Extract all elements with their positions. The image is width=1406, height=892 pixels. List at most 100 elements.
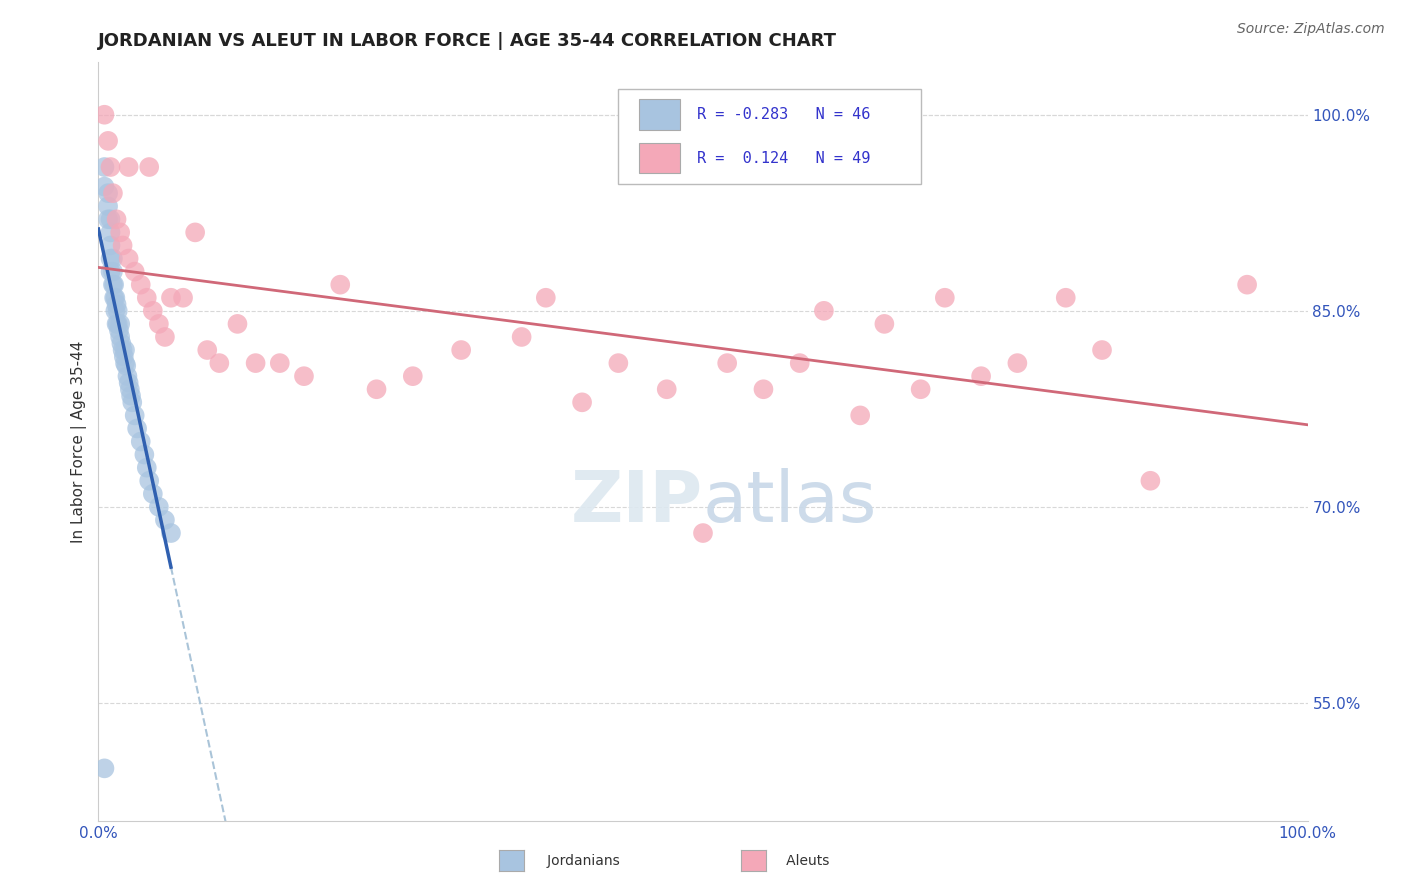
Point [105, 297, 128, 311]
Point [114, 343, 136, 357]
Point [135, 291, 157, 305]
Point [112, 350, 135, 364]
Point [910, 382, 932, 396]
Point [1236, 277, 1258, 292]
Point [329, 277, 352, 292]
Text: R =  0.124   N = 49: R = 0.124 N = 49 [697, 151, 870, 166]
Point [245, 356, 267, 370]
Point [160, 526, 183, 541]
Text: ZIP: ZIP [571, 467, 703, 537]
Point [148, 500, 170, 514]
Point [138, 160, 160, 174]
Point [148, 317, 170, 331]
Point [93, 179, 115, 194]
Point [172, 291, 194, 305]
Point [124, 264, 146, 278]
Point [124, 409, 146, 423]
Point [366, 382, 388, 396]
Point [789, 356, 811, 370]
Point [115, 359, 138, 373]
Point [1139, 474, 1161, 488]
Point [104, 291, 127, 305]
Point [1091, 343, 1114, 357]
Point [934, 291, 956, 305]
Point [752, 382, 775, 396]
Point [97, 212, 120, 227]
Point [100, 212, 122, 227]
Point [813, 303, 835, 318]
Point [101, 277, 124, 292]
Point [970, 369, 993, 384]
Point [108, 317, 131, 331]
Point [118, 376, 141, 390]
Point [97, 186, 120, 201]
Point [129, 277, 152, 292]
Point [142, 303, 165, 318]
Point [142, 487, 165, 501]
Y-axis label: In Labor Force | Age 35-44: In Labor Force | Age 35-44 [72, 341, 87, 542]
Point [100, 264, 122, 278]
Point [118, 160, 141, 174]
Point [208, 356, 231, 370]
Point [129, 434, 152, 449]
Point [117, 369, 139, 384]
Point [104, 303, 127, 318]
Point [107, 303, 129, 318]
Point [716, 356, 738, 370]
Point [226, 317, 249, 331]
Point [101, 264, 124, 278]
Point [110, 336, 132, 351]
Point [97, 199, 120, 213]
Point [134, 448, 156, 462]
Point [111, 343, 134, 357]
Text: atlas: atlas [703, 467, 877, 537]
Point [105, 317, 128, 331]
Point [153, 330, 176, 344]
Point [402, 369, 425, 384]
Point [127, 421, 149, 435]
Point [118, 382, 141, 396]
Point [103, 291, 125, 305]
Point [184, 226, 207, 240]
Point [292, 369, 315, 384]
Text: Jordanians: Jordanians [534, 854, 620, 868]
Point [160, 291, 183, 305]
Point [120, 389, 142, 403]
Text: R = -0.283   N = 46: R = -0.283 N = 46 [697, 107, 870, 122]
Point [108, 226, 131, 240]
Text: Source: ZipAtlas.com: Source: ZipAtlas.com [1237, 22, 1385, 37]
Point [269, 356, 291, 370]
Point [510, 330, 533, 344]
Point [105, 212, 128, 227]
Point [121, 395, 143, 409]
Bar [638, 143, 681, 173]
Point [100, 252, 122, 266]
Point [100, 238, 122, 252]
Point [111, 238, 134, 252]
Point [108, 330, 131, 344]
Point [93, 761, 115, 775]
Point [534, 291, 557, 305]
Point [101, 252, 124, 266]
Point [849, 409, 872, 423]
Point [692, 526, 714, 541]
Point [100, 160, 122, 174]
Text: Aleuts: Aleuts [773, 854, 830, 868]
Point [1054, 291, 1077, 305]
Point [195, 343, 218, 357]
Point [153, 513, 176, 527]
Point [108, 323, 131, 337]
Point [135, 460, 157, 475]
Point [571, 395, 593, 409]
Point [655, 382, 678, 396]
Point [1007, 356, 1029, 370]
Point [118, 252, 141, 266]
FancyBboxPatch shape [619, 89, 921, 184]
Point [607, 356, 630, 370]
Point [114, 356, 136, 370]
Text: JORDANIAN VS ALEUT IN LABOR FORCE | AGE 35-44 CORRELATION CHART: JORDANIAN VS ALEUT IN LABOR FORCE | AGE … [98, 32, 838, 50]
Point [93, 160, 115, 174]
Point [873, 317, 896, 331]
Point [97, 134, 120, 148]
Point [103, 277, 125, 292]
